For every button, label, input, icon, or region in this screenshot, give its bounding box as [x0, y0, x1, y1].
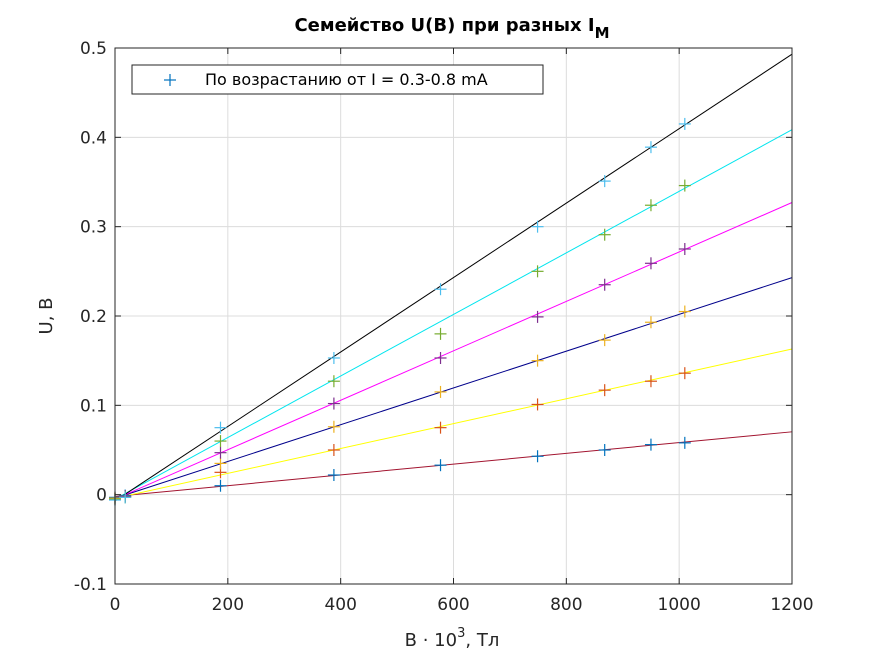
x-axis-label-superscript: 3 [457, 626, 465, 641]
data-point [598, 444, 611, 456]
data-point [531, 450, 544, 463]
x-tick-labels: 0 200 400 600 800 1000 1200 [110, 595, 814, 615]
y-tick-label: 0.3 [80, 218, 107, 238]
data-point [598, 278, 611, 291]
data-point [598, 175, 611, 188]
x-tick-label: 800 [550, 595, 582, 615]
fit-line-6 [114, 53, 793, 502]
data-point [214, 446, 227, 459]
tick-marks [114, 47, 793, 585]
data-point [678, 436, 691, 449]
chart-title-subscript: M [595, 24, 610, 42]
x-tick-label: 200 [212, 595, 244, 615]
x-tick-label: 1200 [770, 595, 813, 615]
data-point [434, 459, 447, 472]
data-point [598, 228, 611, 241]
x-axis-label: B · 103, Тл [405, 626, 500, 651]
data-point [434, 283, 447, 296]
fit-lines [114, 53, 793, 502]
data-point [644, 199, 657, 212]
data-point [678, 305, 691, 318]
y-tick-labels: -0.1 0 0.1 0.2 0.3 0.4 0.5 [74, 39, 107, 595]
data-point [327, 375, 340, 388]
y-tick-label: 0.1 [80, 396, 107, 416]
y-tick-label: -0.1 [74, 575, 107, 595]
data-point [678, 179, 691, 192]
data-point [434, 351, 447, 364]
x-tick-label: 0 [110, 595, 121, 615]
chart-title: Семейство U(B) при разных IM [294, 15, 609, 42]
x-axis-label-tail: , Тл [465, 630, 499, 651]
y-tick-label: 0.4 [80, 128, 107, 148]
data-point [678, 243, 691, 255]
data-point [531, 398, 544, 411]
fit-line-4 [114, 202, 793, 500]
legend-box [131, 64, 544, 95]
data-point [644, 257, 657, 270]
legend-label: По возрастанию от I = 0.3-0.8 mA [205, 70, 488, 89]
data-point [644, 141, 657, 154]
x-axis-label-main: B · 10 [405, 630, 457, 651]
data-point [598, 334, 611, 347]
fit-line-2 [114, 348, 793, 499]
chart-title-main: Семейство U(B) при разных I [294, 15, 594, 36]
data-point [531, 265, 544, 278]
data-point [531, 310, 544, 323]
data-point [327, 351, 340, 364]
x-tick-label: 600 [437, 595, 469, 615]
data-point [678, 367, 691, 380]
data-point [327, 469, 340, 482]
data-point [644, 316, 657, 329]
data-point [214, 435, 227, 448]
data-point [644, 375, 657, 388]
fit-line-5 [114, 129, 793, 500]
data-point [119, 491, 132, 504]
y-tick-label: 0.2 [80, 307, 107, 327]
data-point [434, 385, 447, 398]
data-point [678, 117, 691, 130]
legend-marker [164, 74, 176, 86]
data-point [214, 457, 227, 470]
data-point [214, 479, 227, 492]
data-point [598, 384, 611, 397]
legend-marker-symbol [164, 74, 176, 86]
y-axis-label: U, B [36, 298, 57, 335]
x-tick-label: 400 [324, 595, 356, 615]
fit-line-3 [114, 277, 793, 499]
data-point [531, 220, 544, 233]
data-point [531, 354, 544, 367]
data-point [434, 421, 447, 434]
data-point [327, 444, 340, 456]
legend: По возрастанию от I = 0.3-0.8 mA [131, 64, 544, 95]
y-tick-label: 0 [96, 486, 107, 506]
data-markers [109, 117, 691, 507]
data-point [327, 397, 340, 410]
data-point [434, 327, 447, 340]
data-point [214, 421, 227, 434]
data-point [327, 420, 340, 433]
data-point [644, 438, 657, 451]
y-tick-label: 0.5 [80, 39, 107, 59]
x-tick-label: 1000 [658, 595, 701, 615]
